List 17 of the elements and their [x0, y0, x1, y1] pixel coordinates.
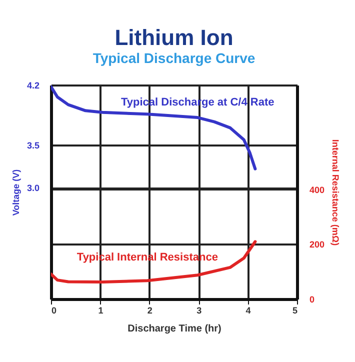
y-tick-label: 3.0 [26, 183, 40, 194]
x-tick-label: 4 [246, 306, 251, 316]
x-tick-label: 2 [147, 306, 152, 316]
x-tick-label: 1 [98, 306, 104, 316]
y-axis-title: Voltage (V) [10, 169, 21, 216]
y2-tick-label: 400 [310, 184, 325, 195]
y-tick-label: 3.5 [26, 140, 40, 150]
chart-title: Lithium Ion [114, 25, 234, 50]
chart-subtitle: Typical Discharge Curve [92, 50, 256, 66]
x-tick-label: 3 [196, 306, 202, 316]
y2-tick-label: 200 [310, 240, 325, 250]
y2-tick-label: 0 [310, 294, 315, 304]
y2-axis-title: Internal Resistance (mΩ) [330, 139, 341, 246]
x-tick-label: 0 [52, 306, 57, 316]
x-axis-title: Discharge Time (hr) [128, 324, 222, 334]
y-tick-label: 4.2 [26, 80, 40, 90]
x-tick-label: 5 [292, 306, 298, 316]
